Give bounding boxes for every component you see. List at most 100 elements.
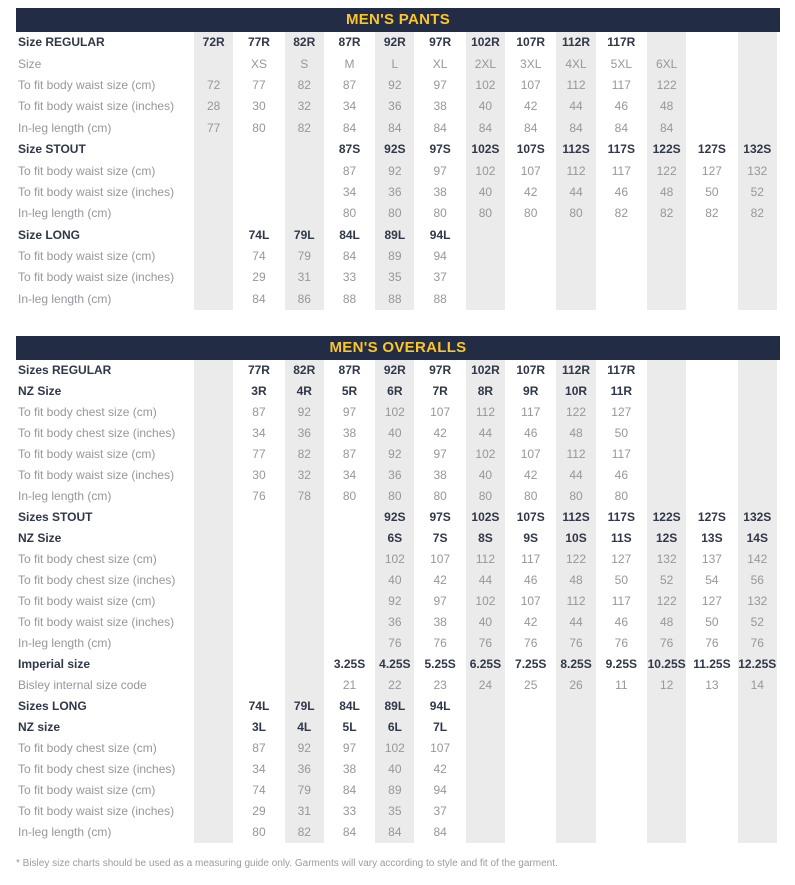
- size-cell: [689, 75, 734, 96]
- size-cell: 80: [614, 489, 628, 504]
- size-cell: 29: [252, 804, 266, 819]
- size-cell: 132: [735, 160, 780, 182]
- size-cell: [508, 738, 553, 759]
- size-cell: [282, 181, 327, 204]
- size-cell: XL: [432, 56, 448, 71]
- size-cell: 79: [282, 780, 327, 802]
- size-cell: 102: [463, 444, 508, 466]
- size-cell: 87: [252, 741, 266, 756]
- size-cell: 87: [252, 405, 266, 420]
- size-cell: 97S: [429, 510, 451, 525]
- size-cell: 54: [705, 573, 719, 588]
- size-cell: 52: [735, 612, 780, 634]
- size-cell: 80: [463, 486, 508, 508]
- size-cell: 107S: [516, 142, 545, 157]
- size-cell: [689, 717, 734, 738]
- size-cell: 82: [282, 822, 327, 844]
- size-cell: 24: [463, 675, 508, 697]
- size-cell: [689, 822, 734, 843]
- size-cell: 76: [644, 633, 689, 655]
- size-cell: [644, 288, 689, 311]
- size-cell: [735, 738, 780, 760]
- size-cell: [508, 696, 553, 717]
- size-cell: 50: [614, 426, 628, 441]
- size-cell: [282, 612, 327, 634]
- row-label: To fit body waist size (cm): [18, 447, 156, 462]
- size-cell: [553, 738, 598, 760]
- row-label: To fit body waist size (cm): [18, 163, 156, 178]
- size-cell: 117: [611, 163, 631, 178]
- size-cell: [735, 444, 780, 466]
- size-cell: [191, 822, 236, 844]
- size-cell: [191, 780, 236, 802]
- table-row: To fit body waist size (cm) 74 79 84 89 94: [16, 245, 780, 268]
- size-cell: 5L: [342, 720, 357, 735]
- size-cell: 84: [524, 120, 538, 135]
- row-label: Size REGULAR: [18, 35, 105, 50]
- size-cell: 28: [191, 96, 236, 118]
- size-cell: 44: [553, 612, 598, 634]
- size-cell: [191, 696, 236, 718]
- size-cell: 107: [430, 405, 451, 420]
- size-cell: 40: [463, 96, 508, 118]
- size-cell: 80: [372, 486, 417, 508]
- size-cell: [236, 570, 281, 591]
- size-cell: 13S: [701, 531, 723, 546]
- size-cell: [463, 717, 508, 739]
- size-cell: 87R: [338, 363, 361, 378]
- size-cell: [282, 138, 327, 161]
- size-cell: 82: [614, 206, 628, 221]
- size-cell: [735, 801, 780, 823]
- size-cell: 46: [524, 573, 538, 588]
- size-cell: [735, 224, 780, 246]
- size-cell: 12S: [644, 528, 689, 550]
- size-cell: 4L: [282, 717, 327, 739]
- size-cell: [191, 549, 236, 571]
- size-cell: 89L: [372, 224, 417, 246]
- row-label: Bisley internal size code: [18, 678, 147, 693]
- size-cell: 117: [611, 77, 631, 92]
- size-cell: 112: [463, 402, 508, 424]
- size-cell: 42: [524, 184, 538, 199]
- size-cell: 112: [463, 549, 508, 571]
- row-label: NZ Size: [18, 531, 62, 546]
- size-cell: 82: [735, 203, 780, 225]
- size-cell: 84: [342, 249, 357, 264]
- size-cell: [644, 465, 689, 487]
- size-cell: 38: [433, 468, 447, 483]
- size-cell: 84: [342, 120, 357, 135]
- size-cell: 132S: [735, 138, 780, 161]
- size-cell: 88: [372, 288, 417, 311]
- size-cell: [191, 203, 236, 225]
- size-cell: [191, 591, 236, 613]
- size-cell: 80: [463, 203, 508, 225]
- size-cell: 76: [735, 633, 780, 655]
- size-cell: [735, 96, 780, 118]
- size-cell: 92: [282, 738, 327, 760]
- size-cell: 92: [372, 74, 417, 97]
- size-cell: [553, 696, 598, 718]
- size-cell: 112R: [553, 32, 598, 54]
- size-cell: 84: [372, 822, 417, 844]
- size-cell: 40: [463, 612, 508, 634]
- size-cell: 102: [372, 549, 417, 571]
- size-cell: [735, 423, 780, 445]
- row-label: In-leg length (cm): [18, 825, 112, 840]
- size-cell: [644, 402, 689, 424]
- size-cell: 56: [735, 570, 780, 592]
- size-cell: 117R: [607, 35, 636, 50]
- table-row: To fit body waist size (inches) 30 32 34 36 3…: [16, 465, 780, 487]
- mens-overalls-title: MEN'S OVERALLS: [329, 339, 467, 357]
- table-row: To fit body chest size (cm) 87 92 97 102 107: [16, 738, 780, 760]
- size-cell: [735, 74, 780, 97]
- table-row: Size STOUT 87S 92S 97S 102S 107S 112S 117S 122S 1…: [16, 138, 780, 161]
- size-cell: 102: [372, 402, 417, 424]
- table-row: To fit body waist size (inches) 29 31 33 35 3…: [16, 267, 780, 289]
- size-cell: 3XL: [520, 56, 542, 71]
- size-cell: 38: [433, 99, 447, 114]
- size-cell: 11: [615, 678, 628, 693]
- table-row: To fit body chest size (cm) 102 107 112 117 1…: [16, 549, 780, 571]
- size-cell: [191, 224, 236, 246]
- size-cell: [508, 267, 553, 288]
